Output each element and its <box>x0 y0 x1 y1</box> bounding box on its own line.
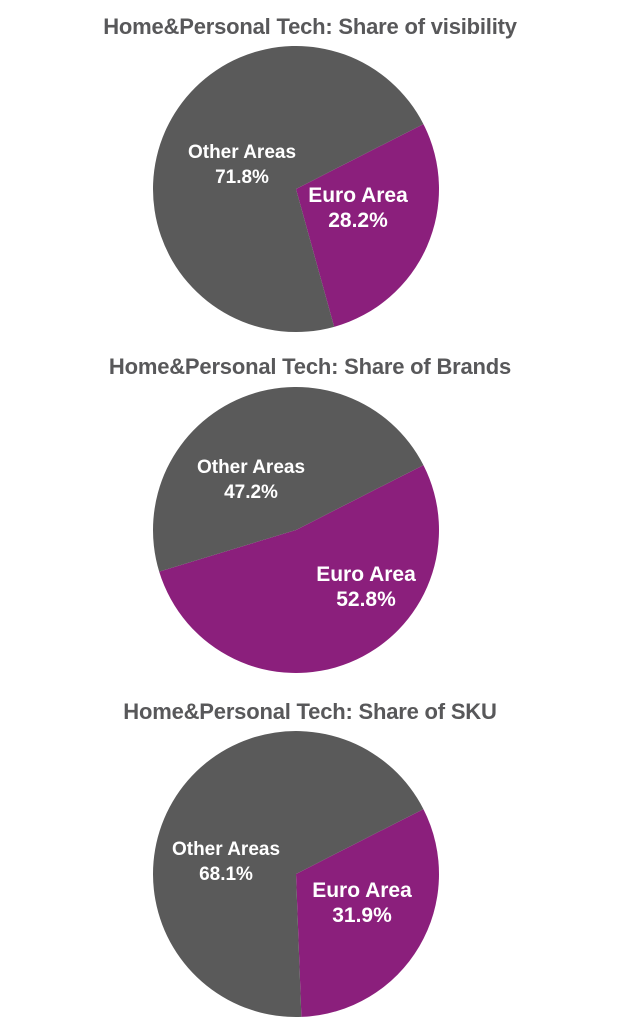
pie-slice-other-areas <box>152 46 424 333</box>
pie-slice-other-areas <box>152 386 424 572</box>
slice-label-value-euro-area: 31.9% <box>332 904 392 927</box>
pie-slice-euro-area <box>296 124 440 327</box>
pie-slice-other-areas <box>153 731 424 1017</box>
slice-label-name-euro-area: Euro Area <box>316 563 416 586</box>
pie-slice-euro-area <box>159 465 439 673</box>
chart-panel-visibility: Home&Personal Tech: Share of visibility … <box>0 0 620 340</box>
pie-slice-euro-area <box>296 809 440 1017</box>
chart-title: Home&Personal Tech: Share of SKU <box>123 699 497 724</box>
slice-label-name-other-areas: Other Areas <box>197 457 305 478</box>
slice-label-value-other-areas: 68.1% <box>199 864 253 885</box>
chart-panel-sku: Home&Personal Tech: Share of SKU Other A… <box>0 685 620 1024</box>
slice-label-name-other-areas: Other Areas <box>188 142 296 163</box>
chart-title: Home&Personal Tech: Share of visibility <box>103 14 517 39</box>
slice-label-name-euro-area: Euro Area <box>312 879 412 902</box>
slice-label-value-euro-area: 52.8% <box>336 588 396 611</box>
slice-label-name-euro-area: Euro Area <box>308 184 408 207</box>
slice-label-value-other-areas: 71.8% <box>215 167 269 188</box>
chart-title: Home&Personal Tech: Share of Brands <box>108 354 512 379</box>
slice-label-value-euro-area: 28.2% <box>328 209 388 232</box>
chart-panel-brands: Home&Personal Tech: Share of Brands Othe… <box>0 340 620 685</box>
slice-label-name-other-areas: Other Areas <box>172 839 280 860</box>
slice-label-value-other-areas: 47.2% <box>224 482 278 503</box>
